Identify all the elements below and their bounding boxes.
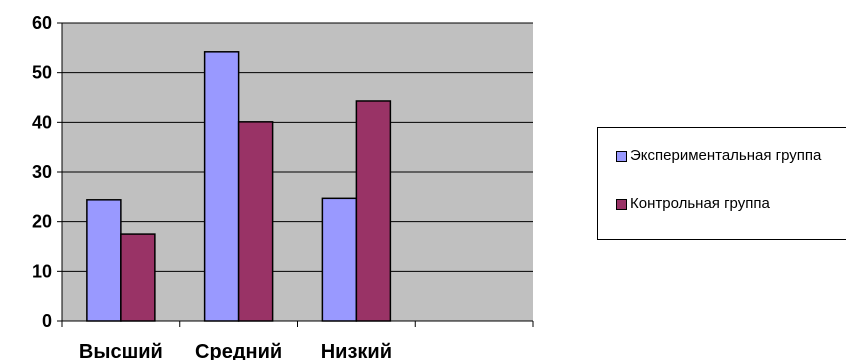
bars <box>86 51 392 322</box>
y-tick-label: 30 <box>32 162 52 182</box>
x-tick-label: Средний <box>195 341 282 360</box>
legend-label-control: Контрольная группа <box>630 195 770 212</box>
bar <box>120 233 156 322</box>
legend: Экспериментальная группа Контрольная гру… <box>597 127 846 240</box>
x-tick-label: Высший <box>79 341 163 360</box>
bar <box>203 51 240 322</box>
y-tick-label: 10 <box>32 261 52 281</box>
y-axis-ticks: 0 10 20 30 40 50 60 <box>32 13 62 331</box>
y-tick-label: 60 <box>32 13 52 33</box>
legend-swatch-experimental <box>616 151 627 162</box>
legend-swatch-control <box>616 199 627 210</box>
legend-label-experimental: Экспериментальная группа <box>630 147 822 164</box>
y-tick-label: 0 <box>42 311 52 331</box>
y-tick-label: 40 <box>32 112 52 132</box>
bar <box>355 100 392 322</box>
x-tick-label: Низкий <box>321 341 392 360</box>
bar <box>321 197 358 322</box>
bar <box>86 199 122 322</box>
y-tick-label: 50 <box>32 63 52 83</box>
legend-item-experimental: Экспериментальная группа <box>616 147 846 164</box>
x-axis-ticks: Высший Средний Низкий <box>61 321 534 360</box>
bar <box>237 121 274 322</box>
legend-item-control: Контрольная группа <box>616 195 846 212</box>
y-tick-label: 20 <box>32 212 52 232</box>
